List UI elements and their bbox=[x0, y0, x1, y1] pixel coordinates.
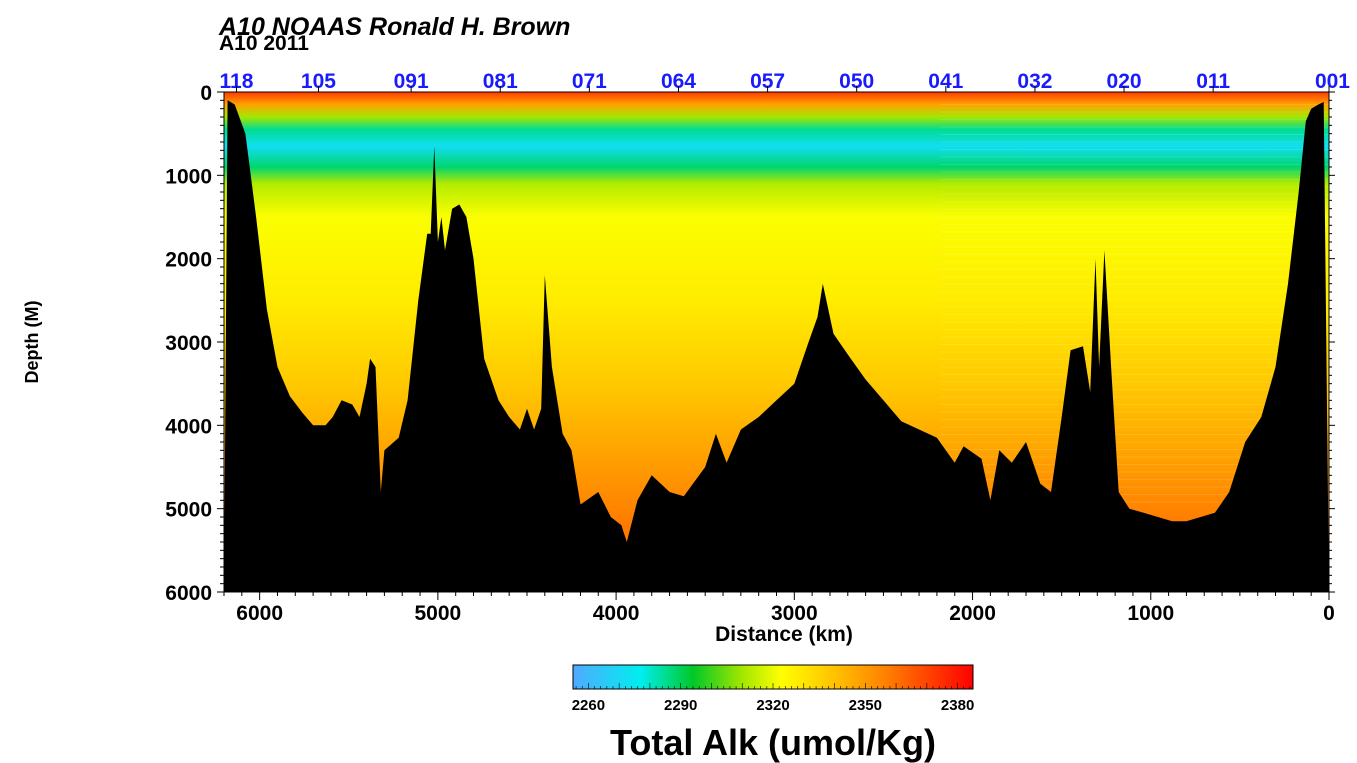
y-tick-label: 1000 bbox=[165, 165, 212, 188]
y-tick-label: 5000 bbox=[165, 499, 212, 522]
x-tick-label: 5000 bbox=[415, 602, 462, 625]
station-label: 032 bbox=[1017, 70, 1052, 93]
station-label: 064 bbox=[661, 70, 696, 93]
y-axis: 0 1000 2000 3000 4000 5000 6000 bbox=[165, 82, 1335, 605]
station-label: 071 bbox=[572, 70, 607, 93]
chart-title: A10 NOAAS Ronald H. Brown bbox=[218, 13, 570, 41]
y-tick-label: 2000 bbox=[165, 249, 212, 272]
station-label: 118 bbox=[220, 70, 254, 93]
x-tick-label: 0 bbox=[1323, 602, 1335, 625]
plot-area bbox=[224, 92, 1329, 592]
station-label: 057 bbox=[750, 70, 785, 93]
station-label: 091 bbox=[394, 70, 429, 93]
x-tick-label: 1000 bbox=[1127, 602, 1174, 625]
station-label: 081 bbox=[483, 70, 518, 93]
colorbar-tick-label: 2290 bbox=[664, 697, 697, 714]
x-tick-label: 3000 bbox=[771, 602, 818, 625]
colorbar-tick-label: 2320 bbox=[756, 697, 789, 714]
bathymetry-seafloor bbox=[224, 100, 1329, 592]
station-label: 020 bbox=[1107, 70, 1142, 93]
station-label: 001 bbox=[1315, 70, 1350, 93]
x-tick-label: 4000 bbox=[593, 602, 640, 625]
colorbar-label: Total Alk (umol/Kg) bbox=[610, 722, 936, 763]
mixing-bands bbox=[940, 104, 1329, 503]
colorbar-tick-label: 2350 bbox=[849, 697, 882, 714]
x-tick-label: 6000 bbox=[236, 602, 283, 625]
y-tick-label: 4000 bbox=[165, 415, 212, 438]
chart-subtitle: A10 2011 bbox=[219, 32, 309, 55]
colorbar: 2260 2290 2320 2350 2380 bbox=[572, 664, 974, 714]
y-tick-label: 3000 bbox=[165, 332, 212, 355]
y-tick-label: 0 bbox=[200, 82, 212, 105]
station-label: 011 bbox=[1196, 70, 1230, 93]
x-axis-label: Distance (km) bbox=[715, 623, 853, 646]
x-tick-label: 2000 bbox=[949, 602, 996, 625]
station-label: 041 bbox=[928, 70, 963, 93]
station-label: 105 bbox=[301, 70, 336, 93]
station-label: 050 bbox=[839, 70, 874, 93]
station-labels: 118 105 091 081 071 064 057 050 041 032 020 011 001 bbox=[220, 70, 1351, 93]
y-tick-label: 6000 bbox=[165, 582, 212, 605]
colorbar-tick-label: 2260 bbox=[572, 697, 605, 714]
y-axis-label: Depth (M) bbox=[22, 301, 42, 384]
colorbar-tick-label: 2380 bbox=[941, 697, 974, 714]
x-axis: 6000 5000 4000 3000 2000 1000 0 bbox=[223, 592, 1335, 625]
colorbar-ticks: 2260 2290 2320 2350 2380 bbox=[572, 683, 974, 714]
